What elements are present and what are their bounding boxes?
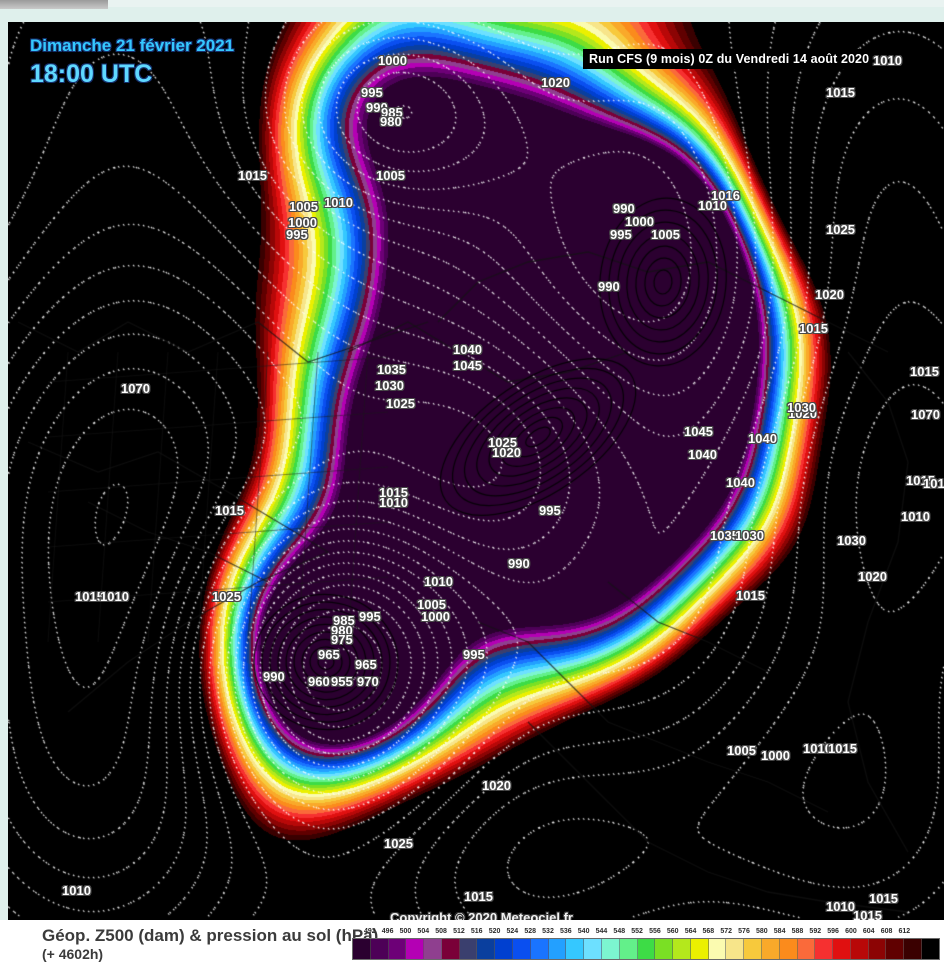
colorbar-tick: 596 — [827, 928, 839, 935]
colorbar-tick: 536 — [559, 928, 572, 935]
colorbar-swatch — [513, 939, 531, 959]
colorbar-swatch — [673, 939, 691, 959]
colorbar-swatch — [441, 939, 460, 959]
colorbar-tick: 572 — [720, 928, 733, 935]
colorbar-swatch — [690, 939, 709, 959]
colorbar-swatches — [352, 938, 940, 960]
colorbar-tick: 528 — [524, 928, 537, 935]
colorbar-swatch — [495, 939, 514, 959]
colorbar-tick: 576 — [738, 928, 750, 935]
colorbar-swatch — [548, 939, 567, 959]
colorbar-swatch — [388, 939, 407, 959]
colorbar-swatch — [530, 939, 549, 959]
colorbar-swatch — [655, 939, 674, 959]
colorbar-tick: 520 — [488, 928, 501, 935]
colorbar-tick: 524 — [506, 928, 519, 935]
run-banner: Run CFS (9 mois) 0Z du Vendredi 14 août … — [583, 49, 876, 69]
colorbar-tick: 508 — [435, 928, 447, 935]
caption-line-2: (+ 4602h) — [42, 945, 104, 962]
colorbar-tick: 588 — [791, 928, 804, 935]
colorbar-swatch — [868, 939, 887, 959]
colorbar-swatch — [833, 939, 851, 959]
colorbar-swatch — [406, 939, 425, 959]
browser-chrome-bar — [0, 0, 108, 9]
colorbar-swatch — [637, 939, 656, 959]
colorbar-tick: 560 — [666, 928, 679, 935]
colorbar-swatch — [424, 939, 442, 959]
colorbar-swatch — [744, 939, 762, 959]
colorbar-tick: 592 — [809, 928, 822, 935]
colorbar-tick: 532 — [542, 928, 554, 935]
colorbar-swatch — [886, 939, 905, 959]
colorbar-swatch — [353, 939, 371, 959]
colorbar-tick: 612 — [898, 928, 911, 935]
weather-map[interactable]: Dimanche 21 février 2021 18:00 UTC Run C… — [8, 22, 944, 920]
colorbar-tick: 512 — [453, 928, 465, 935]
colorbar-tick: 492 — [363, 928, 376, 935]
colorbar-tick: 540 — [577, 928, 590, 935]
colorbar-tick: 608 — [880, 928, 893, 935]
colorbar-tick: 544 — [595, 928, 608, 935]
colorbar-swatch — [797, 939, 816, 959]
colorbar-swatch — [370, 939, 389, 959]
colorbar-tick: 584 — [773, 928, 786, 935]
colorbar-tick: 580 — [755, 928, 768, 935]
colorbar-swatch — [708, 939, 727, 959]
colorbar-tick-labels: 492 496 500 504 508 512 516 520 524 528 532 536 540 5… — [352, 928, 944, 940]
colorbar-swatch — [922, 939, 939, 959]
colorbar-swatch — [904, 939, 922, 959]
colorbar-swatch — [619, 939, 638, 959]
colorbar-tick: 604 — [862, 928, 875, 935]
colorbar-tick: 600 — [845, 928, 857, 935]
colorbar-swatch — [584, 939, 602, 959]
colorbar-tick: 556 — [649, 928, 661, 935]
colorbar-swatch — [477, 939, 496, 959]
colorbar-tick: 564 — [684, 928, 697, 935]
colorbar-swatch — [850, 939, 869, 959]
run-banner-text: Run CFS (9 mois) 0Z du Vendredi 14 août … — [589, 52, 870, 66]
colorbar-tick: 500 — [399, 928, 412, 935]
colorbar-tick: 548 — [613, 928, 626, 935]
chart-caption: Géop. Z500 (dam) & pression au sol (hPa)… — [42, 926, 378, 962]
colorbar-swatch — [566, 939, 585, 959]
colorbar-swatch — [726, 939, 745, 959]
colorbar-swatch — [815, 939, 834, 959]
colorbar-tick: 504 — [417, 928, 430, 935]
colorbar-tick: 516 — [470, 928, 483, 935]
colorbar-tick: 496 — [381, 928, 394, 935]
colorbar-swatch — [761, 939, 780, 959]
colorbar-tick: 552 — [631, 928, 643, 935]
colorbar-swatch — [601, 939, 620, 959]
colorbar-tick: 568 — [702, 928, 715, 935]
browser-chrome-strip — [108, 0, 944, 7]
caption-line-1: Géop. Z500 (dam) & pression au sol (hPa) — [42, 926, 379, 945]
map-canvas — [8, 22, 944, 920]
colorbar — [352, 938, 940, 964]
colorbar-swatch — [779, 939, 798, 959]
colorbar-swatch — [459, 939, 478, 959]
